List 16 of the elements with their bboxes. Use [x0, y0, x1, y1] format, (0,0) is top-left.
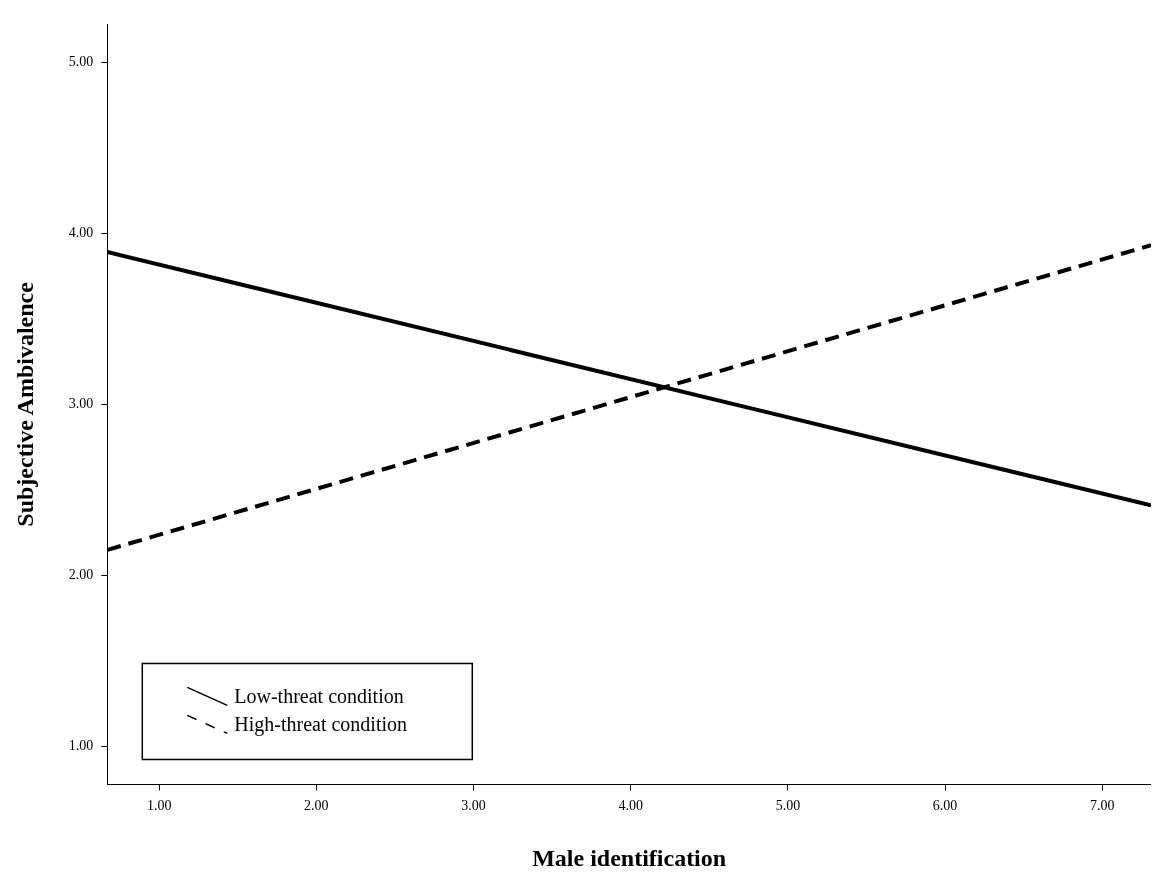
x-tick-label: 3.00 [461, 798, 486, 814]
x-tick-label: 2.00 [304, 798, 329, 814]
y-tick-label: 1.00 [68, 738, 94, 754]
x-axis-title: Male identification [532, 844, 727, 871]
legend-label: High-threat condition [234, 712, 408, 736]
y-tick-label: 4.00 [68, 224, 94, 240]
x-tick-label: 1.00 [146, 798, 172, 814]
y-tick-label: 2.00 [68, 567, 94, 583]
x-tick-label: 4.00 [618, 798, 643, 814]
y-tick-label: 3.00 [68, 396, 94, 412]
x-tick-label: 7.00 [1090, 798, 1115, 814]
y-tick-label: 5.00 [68, 53, 94, 69]
x-tick-label: 6.00 [932, 798, 958, 814]
legend-label: Low-threat condition [234, 684, 404, 707]
x-tick-label: 5.00 [775, 798, 801, 814]
y-axis-title: Subjective Ambivalence [11, 281, 38, 527]
